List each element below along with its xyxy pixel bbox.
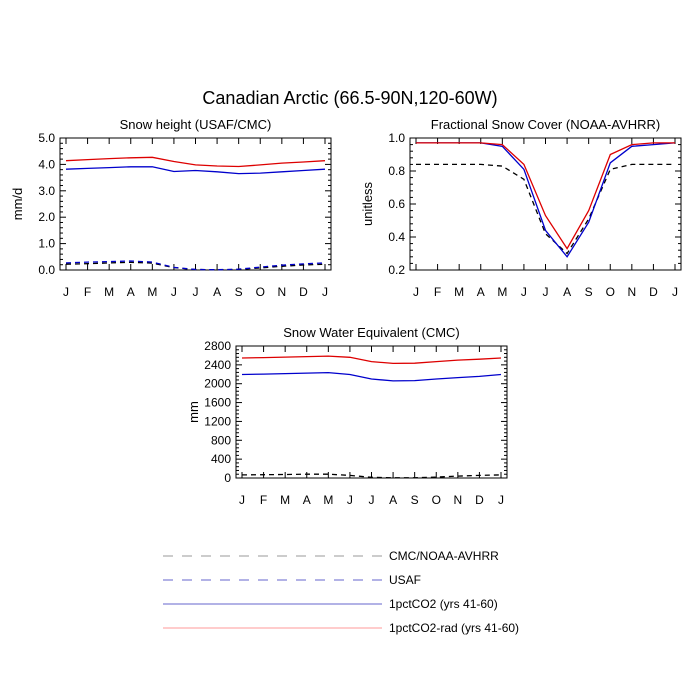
snow-water-equivalent-xtick-label: O: [432, 493, 441, 507]
fractional-snow-cover-xtick-label: D: [649, 285, 658, 299]
snow-height-xtick-label: A: [127, 285, 135, 299]
fractional-snow-cover-ytick-label: 0.6: [388, 197, 405, 211]
snow-height-xtick-label: S: [235, 285, 243, 299]
fractional-snow-cover-xtick-label: J: [672, 285, 678, 299]
snow-water-equivalent-xtick-label: A: [389, 493, 397, 507]
snow-water-equivalent-xtick-label: S: [411, 493, 419, 507]
figure-title: Canadian Arctic (66.5-90N,120-60W): [202, 88, 497, 108]
snow-height-series-1: [65, 260, 326, 271]
legend-label-1: USAF: [389, 573, 421, 587]
snow-water-equivalent-ytick-label: 2800: [204, 339, 231, 353]
snow-height-xtick-label: A: [213, 285, 221, 299]
snow-height-xtick-label: M: [147, 285, 157, 299]
snow-height-ylabel: mm/d: [10, 188, 25, 221]
legend-label-3: 1pctCO2-rad (yrs 41-60): [389, 621, 519, 635]
snow-water-equivalent-ytick-label: 1600: [204, 396, 231, 410]
fractional-snow-cover-series-0: [416, 163, 675, 255]
snow-water-equivalent-ylabel: mm: [186, 401, 201, 423]
fractional-snow-cover-ylabel: unitless: [360, 181, 375, 226]
fractional-snow-cover-xtick-label: O: [606, 285, 615, 299]
snow-height-xtick-label: D: [299, 285, 308, 299]
snow-height-xtick-label: J: [193, 285, 199, 299]
fractional-snow-cover-ytick-label: 0.4: [388, 230, 405, 244]
fractional-snow-cover-xtick-label: J: [413, 285, 419, 299]
snow-water-equivalent-ytick-label: 400: [211, 452, 231, 466]
fractional-snow-cover-xtick-label: F: [434, 285, 441, 299]
snow-water-equivalent-xtick-label: J: [347, 493, 353, 507]
snow-height-xtick-label: M: [104, 285, 114, 299]
panel-snow-water-equivalent: Snow Water Equivalent (CMC) mm 0 400 800 1200…: [186, 325, 508, 507]
snow-water-equivalent-ytick-label: 2000: [204, 377, 231, 391]
snow-height-ytick-label: 3.0: [38, 184, 55, 198]
snow-water-equivalent-xtick-label: D: [475, 493, 484, 507]
fractional-snow-cover-ytick-label: 0.2: [388, 263, 405, 277]
legend: CMC/NOAA-AVHRR USAF 1pctCO2 (yrs 41-60) 1pc…: [163, 549, 519, 635]
fractional-snow-cover-xtick-label: A: [563, 285, 571, 299]
snow-height-xtick-label: J: [63, 285, 69, 299]
snow-height-xtick-label: J: [171, 285, 177, 299]
snow-height-ytick-label: 1.0: [38, 237, 55, 251]
snow-height-xtick-label: N: [277, 285, 286, 299]
snow-water-equivalent-series-0: [241, 473, 502, 479]
snow-height-title: Snow height (USAF/CMC): [120, 117, 272, 132]
fractional-snow-cover-ytick-label: 0.8: [388, 164, 405, 178]
snow-height-series-3: [65, 156, 326, 168]
snow-height-ytick-label: 2.0: [38, 210, 55, 224]
snow-water-equivalent-series-1: [241, 371, 502, 382]
snow-water-equivalent-xtick-label: N: [453, 493, 462, 507]
snow-height-xtick-label: J: [322, 285, 328, 299]
snow-water-equivalent-ytick-label: 1200: [204, 414, 231, 428]
fractional-snow-cover-xtick-label: M: [497, 285, 507, 299]
fractional-snow-cover-xtick-label: J: [543, 285, 549, 299]
panel-fractional-snow-cover: Fractional Snow Cover (NOAA-AVHRR) unitle…: [360, 117, 682, 299]
fractional-snow-cover-title: Fractional Snow Cover (NOAA-AVHRR): [431, 117, 660, 132]
fractional-snow-cover-xtick-label: N: [627, 285, 636, 299]
snow-water-equivalent-xtick-label: M: [280, 493, 290, 507]
snow-height-ytick-label: 4.0: [38, 157, 55, 171]
snow-water-equivalent-xtick-label: J: [369, 493, 375, 507]
snow-water-equivalent-xtick-label: J: [498, 493, 504, 507]
fractional-snow-cover-xtick-label: S: [585, 285, 593, 299]
snow-height-xtick-label: O: [256, 285, 265, 299]
fractional-snow-cover-ytick-label: 1.0: [388, 131, 405, 145]
snow-water-equivalent-xtick-label: M: [323, 493, 333, 507]
legend-label-0: CMC/NOAA-AVHRR: [389, 549, 499, 563]
fractional-snow-cover-xtick-label: J: [521, 285, 527, 299]
snow-height-ytick-label: 5.0: [38, 131, 55, 145]
snow-height-xtick-label: F: [84, 285, 91, 299]
snow-water-equivalent-xtick-label: J: [239, 493, 245, 507]
snow-water-equivalent-ytick-label: 2400: [204, 358, 231, 372]
snow-height-ytick-label: 0.0: [38, 263, 55, 277]
snow-height-series-2: [65, 166, 326, 175]
fractional-snow-cover-xtick-label: M: [454, 285, 464, 299]
snow-water-equivalent-ytick-label: 0: [224, 471, 231, 485]
snow-water-equivalent-xtick-label: F: [260, 493, 267, 507]
snow-water-equivalent-title: Snow Water Equivalent (CMC): [283, 325, 460, 340]
fractional-snow-cover-series-2: [416, 142, 675, 250]
legend-label-2: 1pctCO2 (yrs 41-60): [389, 597, 498, 611]
snow-water-equivalent-series-2: [241, 355, 502, 365]
panel-snow-height: Snow height (USAF/CMC) mm/d 0.0 1.0 2.0 3.0 4.…: [10, 117, 332, 299]
fractional-snow-cover-xtick-label: A: [477, 285, 485, 299]
snow-water-equivalent-xtick-label: A: [303, 493, 311, 507]
snow-water-equivalent-ytick-label: 800: [211, 433, 231, 447]
